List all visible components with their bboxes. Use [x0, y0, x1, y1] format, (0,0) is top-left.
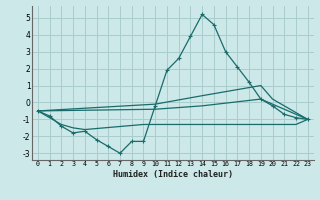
- X-axis label: Humidex (Indice chaleur): Humidex (Indice chaleur): [113, 170, 233, 179]
